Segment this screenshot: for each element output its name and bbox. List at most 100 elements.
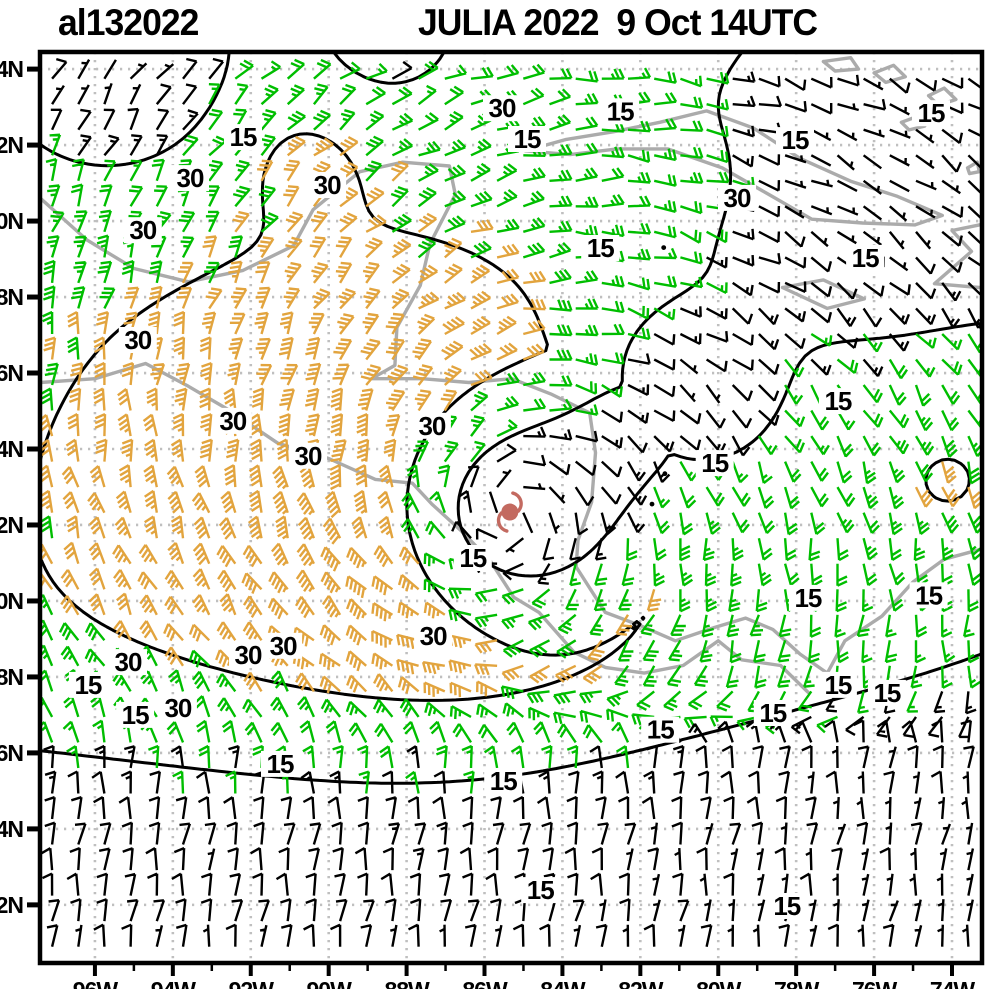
- contour-label-halo: [118, 327, 157, 353]
- contour-label-halo: [264, 632, 303, 659]
- lon-axis-label: 96W: [73, 977, 119, 989]
- contour-label-halo: [123, 217, 162, 244]
- contour-label-15: 15: [74, 670, 101, 700]
- lon-axis-label: 76W: [852, 977, 898, 989]
- lon-axis-label: 90W: [307, 977, 353, 989]
- contour-label-halo: [453, 545, 492, 571]
- cyclone-arm-bottom: [496, 511, 509, 533]
- wind-barbs-orange: [40, 135, 982, 698]
- contour-label-halo: [581, 235, 620, 261]
- contour-label-layer: 15 15 15 15 15 15 15 15 15 15 15 15 15 15 15 15 15 15 15 15…: [68, 93, 950, 921]
- isotach-contour-30: [40, 132, 971, 702]
- contour-label-halo: [224, 124, 262, 151]
- coastline: [965, 160, 981, 176]
- contour-label-15: 15: [782, 125, 809, 155]
- contour-label-30: 30: [124, 325, 151, 355]
- lon-axis-label: 82W: [618, 977, 664, 989]
- contour-label-30: 30: [418, 411, 445, 441]
- cyclone-arm-top: [511, 491, 523, 513]
- contour-label-halo: [483, 95, 521, 122]
- contour-label-30: 30: [129, 215, 156, 245]
- lat-axis-label: 6N: [0, 740, 23, 766]
- contour-label-halo: [68, 671, 107, 698]
- storm-id-label: al132022: [58, 2, 199, 43]
- contour-label-15: 15: [794, 583, 821, 613]
- coastline: [932, 223, 981, 290]
- contour-label-halo: [508, 126, 546, 152]
- contour-label-30: 30: [115, 647, 142, 677]
- lon-axis-label: 92W: [229, 977, 275, 989]
- contour-label-15: 15: [267, 749, 294, 779]
- lat-axis-label: 4N: [0, 816, 23, 842]
- contour-label-30: 30: [270, 631, 297, 661]
- coastline: [821, 56, 861, 73]
- contour-label-halo: [158, 695, 197, 722]
- island-dot: [661, 245, 667, 251]
- contour-label-halo: [116, 701, 155, 728]
- lat-axis-label: 16N: [0, 360, 23, 386]
- contour-label-30: 30: [489, 93, 516, 123]
- contour-label-halo: [776, 127, 814, 154]
- contour-label-halo: [414, 622, 453, 649]
- lat-axis-label: 20N: [0, 208, 23, 234]
- contour-label-halo: [289, 442, 327, 469]
- contour-label-halo: [521, 877, 560, 904]
- contour-label-halo: [601, 98, 640, 125]
- contour-label-halo: [261, 750, 299, 777]
- lat-axis-label: 12N: [0, 512, 23, 538]
- contour-label-15: 15: [490, 766, 517, 796]
- axes-layer: 2N 4N 6N 8N 10N 12N 14N 16N 18N 20N 22N 24N 96W 94W 92…: [0, 49, 985, 989]
- contour-label-halo: [695, 450, 734, 477]
- lon-axis-label: 84W: [540, 977, 586, 989]
- contour-label-15: 15: [915, 580, 942, 610]
- contour-label-15: 15: [824, 386, 851, 416]
- contour-label-halo: [412, 412, 451, 439]
- contour-label-15: 15: [647, 715, 674, 745]
- contour-label-15: 15: [607, 96, 634, 126]
- contour-label-15: 15: [459, 543, 486, 573]
- contour-label-halo: [846, 244, 885, 271]
- lon-axis-label: 74W: [930, 977, 976, 989]
- contour-label-halo: [753, 700, 792, 726]
- coastline: [40, 160, 981, 675]
- contour-label-30: 30: [724, 183, 751, 213]
- contour-label-halo: [767, 893, 806, 919]
- contour-label-halo: [484, 768, 523, 794]
- contour-label-30: 30: [295, 441, 322, 471]
- contour-label-30: 30: [235, 640, 262, 670]
- contour-label-15: 15: [122, 700, 149, 730]
- contour-label-15: 15: [873, 678, 900, 708]
- coastline: [780, 278, 866, 311]
- contour-label-halo: [867, 679, 906, 706]
- contour-label-15: 15: [773, 891, 800, 921]
- coastline: [523, 109, 944, 227]
- cyclone-center-icon: [501, 503, 519, 521]
- lat-axis-label: 2N: [0, 892, 23, 918]
- contour-label-15: 15: [701, 448, 728, 478]
- island-dot: [649, 501, 655, 507]
- map-title: JULIA 2022 9 Oct 14UTC: [418, 2, 818, 43]
- contour-label-halo: [909, 582, 948, 609]
- lon-axis-label: 94W: [151, 977, 197, 989]
- lon-axis-label: 78W: [774, 977, 820, 989]
- contour-label-15: 15: [824, 670, 851, 700]
- contour-label-15: 15: [527, 875, 554, 905]
- lat-axis-label: 22N: [0, 132, 23, 158]
- storm-symbol-layer: [496, 491, 523, 533]
- contour-label-halo: [818, 388, 857, 415]
- coastline: [872, 63, 907, 85]
- contour-label-15: 15: [759, 698, 786, 728]
- contour-label-halo: [308, 172, 347, 198]
- contour-label-halo: [788, 584, 827, 611]
- contour-label-30: 30: [420, 621, 447, 651]
- contour-label-15: 15: [514, 124, 541, 154]
- contour-label-15: 15: [918, 98, 945, 128]
- contour-label-halo: [229, 641, 267, 668]
- lat-axis-label: 10N: [0, 588, 23, 614]
- lon-axis-label: 86W: [462, 977, 508, 989]
- contour-label-30: 30: [177, 163, 204, 193]
- contour-label-15: 15: [587, 233, 614, 263]
- map-frame: [37, 49, 985, 966]
- lat-axis-label: 18N: [0, 284, 23, 310]
